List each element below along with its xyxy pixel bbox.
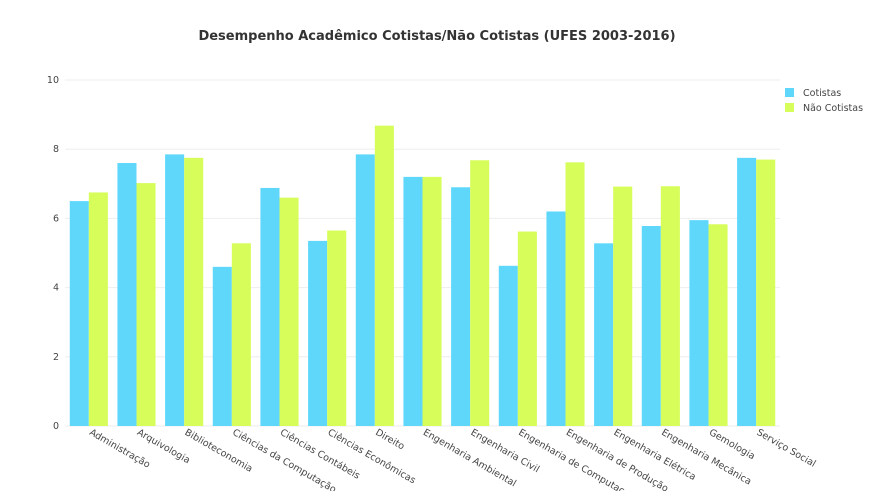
bar-nao-cotistas[interactable] — [231, 243, 251, 426]
bar-cotistas[interactable] — [355, 154, 375, 426]
bar-nao-cotistas[interactable] — [279, 197, 299, 426]
y-axis: 0 2 4 6 8 10 — [47, 75, 59, 432]
chart-title: Desempenho Acadêmico Cotistas/Não Cotist… — [198, 29, 675, 44]
bar-cotistas[interactable] — [165, 154, 185, 426]
x-tick-label: Ciências Contábeis — [278, 427, 362, 482]
bar-cotistas[interactable] — [498, 265, 518, 426]
x-tick-label: Ciências Econômicas — [326, 427, 418, 486]
bar-cotistas[interactable] — [403, 176, 423, 426]
y-tick-label: 4 — [53, 283, 59, 294]
bar-nao-cotistas[interactable] — [565, 162, 585, 426]
y-tick-label: 2 — [53, 352, 59, 363]
legend-label[interactable]: Cotistas — [803, 88, 841, 99]
bar-cotistas[interactable] — [308, 240, 328, 426]
bar-cotistas[interactable] — [260, 187, 280, 426]
bar-nao-cotistas[interactable] — [756, 159, 776, 426]
legend-swatch[interactable] — [785, 88, 794, 97]
bar-nao-cotistas[interactable] — [184, 157, 204, 426]
bar-cotistas[interactable] — [117, 163, 137, 427]
bar-cotistas[interactable] — [451, 187, 471, 426]
bar-nao-cotistas[interactable] — [422, 176, 442, 426]
x-tick-label: Engenharia Elétrica — [612, 427, 698, 483]
bar-cotistas[interactable] — [737, 157, 757, 426]
bar-nao-cotistas[interactable] — [470, 160, 490, 426]
bar-nao-cotistas[interactable] — [374, 125, 394, 426]
y-tick-label: 8 — [53, 144, 59, 155]
bar-cotistas[interactable] — [594, 243, 614, 426]
x-axis: AdministraçãoArquivologiaBiblioteconomia… — [87, 427, 817, 491]
y-tick-label: 10 — [47, 75, 59, 86]
bar-nao-cotistas[interactable] — [613, 186, 633, 426]
x-tick-label: Serviço Social — [755, 427, 818, 470]
bar-nao-cotistas[interactable] — [88, 192, 108, 426]
bar-nao-cotistas[interactable] — [708, 224, 728, 426]
bar-cotistas[interactable] — [689, 220, 709, 426]
legend-label[interactable]: Não Cotistas — [803, 103, 863, 114]
y-tick-label: 6 — [53, 213, 59, 224]
bar-cotistas[interactable] — [546, 211, 566, 426]
bar-cotistas[interactable] — [212, 266, 232, 426]
y-tick-label: 0 — [53, 421, 59, 432]
legend[interactable]: Cotistas Não Cotistas — [785, 88, 863, 114]
x-tick-label: Direito — [373, 427, 406, 452]
legend-swatch[interactable] — [785, 103, 794, 112]
bar-nao-cotistas[interactable] — [517, 231, 537, 426]
bar-nao-cotistas[interactable] — [660, 186, 680, 426]
bar-nao-cotistas[interactable] — [136, 183, 156, 426]
bar-nao-cotistas[interactable] — [327, 230, 347, 426]
bars — [69, 125, 776, 427]
bar-cotistas[interactable] — [69, 201, 89, 426]
bar-cotistas[interactable] — [641, 226, 661, 426]
